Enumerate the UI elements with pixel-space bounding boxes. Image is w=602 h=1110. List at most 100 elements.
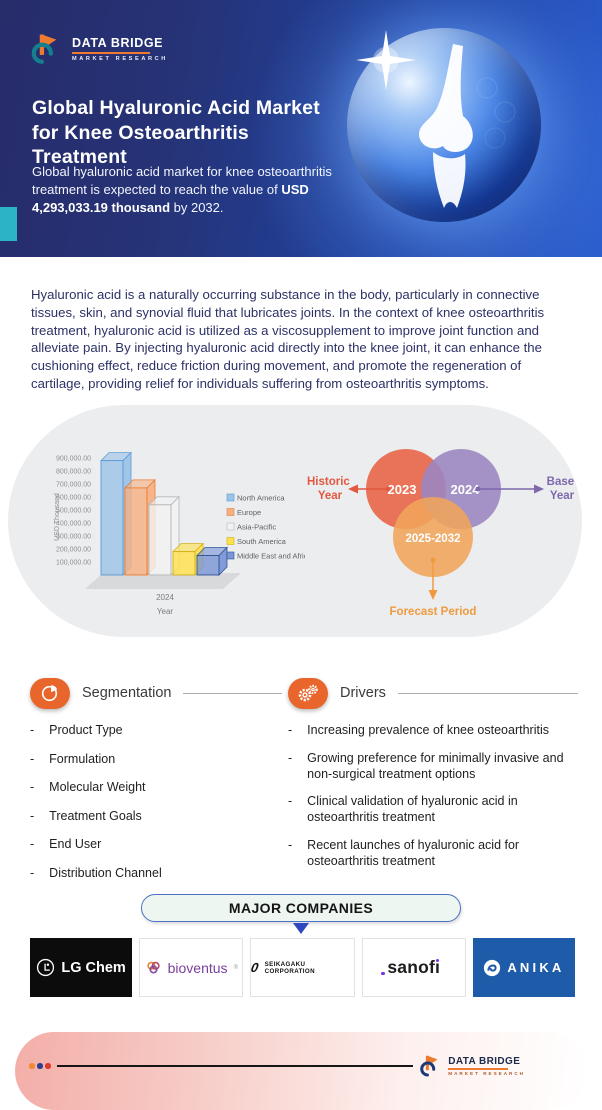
intro-paragraph: Hyaluronic acid is a naturally occurring… <box>31 287 545 392</box>
major-companies-heading: MAJOR COMPANIES <box>141 894 461 922</box>
svg-text:600,000.00: 600,000.00 <box>56 495 91 502</box>
svg-text:Europe: Europe <box>237 508 261 517</box>
base-arrowhead <box>534 484 544 494</box>
segmentation-item: Molecular Weight <box>49 780 146 794</box>
x-category-label: 2024 <box>156 593 174 602</box>
forecast-label-line1: Forecast Period <box>390 606 477 618</box>
svg-text:Asia-Pacific: Asia-Pacific <box>237 523 276 532</box>
drivers-title: Drivers <box>340 685 386 701</box>
down-arrow-icon <box>293 923 309 934</box>
brand-tagline: MARKET RESEARCH <box>72 56 168 62</box>
subtitle-pre: Global hyaluronic acid market for knee o… <box>32 164 332 197</box>
svg-text:800,000.00: 800,000.00 <box>56 469 91 476</box>
svg-text:400,000.00: 400,000.00 <box>56 521 91 528</box>
segmentation-item: Distribution Channel <box>49 865 162 880</box>
trademark-symbol: ® <box>233 964 238 971</box>
company-card-anika: ANIKA <box>472 938 576 997</box>
svg-text:900,000.00: 900,000.00 <box>56 456 91 463</box>
historic-year-value: 2023 <box>388 482 417 497</box>
historic-arrowhead <box>348 484 358 494</box>
svg-text:North America: North America <box>237 494 285 503</box>
footer-panel: DATA BRIDGE MARKET RESEARCH <box>15 1032 587 1110</box>
footer-dot-red <box>45 1063 51 1069</box>
svg-text:200,000.00: 200,000.00 <box>56 547 91 554</box>
dash-bullet: - <box>30 780 35 794</box>
data-bridge-logo-icon <box>420 1055 438 1077</box>
list-item: - Increasing prevalence of knee osteoarth… <box>288 722 578 738</box>
data-bridge-logo-icon <box>31 34 57 64</box>
anika-logo-icon <box>484 959 501 976</box>
forecast-arrowhead <box>428 590 438 600</box>
svg-text:500,000.00: 500,000.00 <box>56 508 91 515</box>
company-name: LG Chem <box>61 959 126 976</box>
dash-bullet: - <box>30 837 35 851</box>
footer-brand-divider <box>448 1068 509 1070</box>
svg-text:100,000.00: 100,000.00 <box>56 560 91 567</box>
drivers-section: Drivers - Increasing prevalence of knee o… <box>288 677 578 880</box>
footer-row: DATA BRIDGE MARKET RESEARCH <box>29 1054 525 1078</box>
market-value-statement: Global hyaluronic acid market for knee o… <box>32 163 344 217</box>
y-axis-title: USD Thousand <box>54 493 61 541</box>
list-item: - Distribution Channel <box>30 865 282 881</box>
footer-brand-logo: DATA BRIDGE MARKET RESEARCH <box>419 1054 525 1078</box>
dash-bullet: - <box>30 808 35 823</box>
bioventus-logo-icon <box>146 961 160 974</box>
dash-bullet: - <box>288 750 293 765</box>
dash-bullet: - <box>30 751 35 766</box>
list-item: - Recent launches of hyaluronic acid for … <box>288 837 578 869</box>
list-item: - Formulation <box>30 751 282 767</box>
chart-base-platform <box>85 573 241 589</box>
footer-brand-name: DATA BRIDGE <box>448 1055 521 1067</box>
list-item: - Molecular Weight <box>30 779 282 795</box>
sparkle-icon <box>356 30 416 90</box>
segmentation-pill <box>30 677 70 709</box>
svg-text:South America: South America <box>237 537 287 546</box>
drivers-header: Drivers <box>288 677 578 709</box>
brand-text: DATA BRIDGE MARKET RESEARCH <box>72 36 168 62</box>
y-axis-ticks: 900,000.00 800,000.00 700,000.00 600,000.00… <box>56 456 91 567</box>
company-card-seikagaku: 0 SEIKAGAKU CORPORATION <box>250 938 355 997</box>
company-logo-row: LG Chem bioventus ® 0 SEIKAGAKU CORPORATI… <box>30 938 576 997</box>
svg-text:700,000.00: 700,000.00 <box>56 482 91 489</box>
footer-dot-orange <box>29 1063 35 1069</box>
footer-brand-text: DATA BRIDGE MARKET RESEARCH <box>448 1055 525 1077</box>
segmentation-item: Product Type <box>49 723 123 737</box>
bars <box>100 451 228 576</box>
company-card-lg-chem: LG Chem <box>30 938 133 997</box>
list-item: - End User <box>30 836 282 852</box>
list-item: - Treatment Goals <box>30 808 282 824</box>
forecast-period-circle <box>393 497 473 577</box>
brand-logo: DATA BRIDGE MARKET RESEARCH <box>30 32 168 66</box>
company-card-bioventus: bioventus ® <box>139 938 244 997</box>
forecast-period-label: Forecast Period <box>390 606 477 618</box>
chart-legend: North America Europe Asia-Pacific South Ame… <box>226 494 305 561</box>
drivers-pill <box>288 677 328 709</box>
lg-logo-icon <box>37 958 55 977</box>
page-title: Global Hyaluronic Acid Market for Knee O… <box>32 97 320 169</box>
forecast-period-value: 2025-2032 <box>406 533 461 545</box>
company-name: bioventus <box>167 959 228 976</box>
footer-dot-navy <box>37 1063 43 1069</box>
segmentation-title: Segmentation <box>82 685 172 701</box>
drivers-list: - Increasing prevalence of knee osteoarth… <box>288 722 578 869</box>
timeline-venn-diagram: 2023 2024 2025-2032 Historic Year Base Y… <box>307 449 578 618</box>
knee-bones-graphic <box>419 44 516 208</box>
base-label-line1: Base <box>547 476 575 488</box>
segmentation-header: Segmentation <box>30 677 282 709</box>
historic-year-label: Historic Year <box>307 476 353 502</box>
company-name: ANIKA <box>507 960 565 975</box>
dash-bullet: - <box>30 723 35 737</box>
company-card-sanofi: sanofı <box>361 938 466 997</box>
header-banner: DATA BRIDGE MARKET RESEARCH Global Hyalu… <box>0 0 602 257</box>
brand-name: DATA BRIDGE <box>72 36 164 50</box>
footer-brand-tagline: MARKET RESEARCH <box>448 1071 525 1077</box>
list-item: - Growing preference for minimally invasi… <box>288 750 578 782</box>
driver-item: Clinical validation of hyaluronic acid i… <box>307 794 518 824</box>
svg-text:Middle East and Africa: Middle East and Africa <box>237 552 305 561</box>
base-year-label: Base Year <box>547 476 578 502</box>
driver-item: Increasing prevalence of knee osteoarthr… <box>307 723 549 737</box>
footer-rule <box>57 1065 414 1067</box>
seikagaku-logo-icon: 0 <box>250 960 260 975</box>
segmentation-section: Segmentation - Product Type - Formulation … <box>30 677 282 893</box>
segmentation-list: - Product Type - Formulation - Molecular We… <box>30 722 282 881</box>
